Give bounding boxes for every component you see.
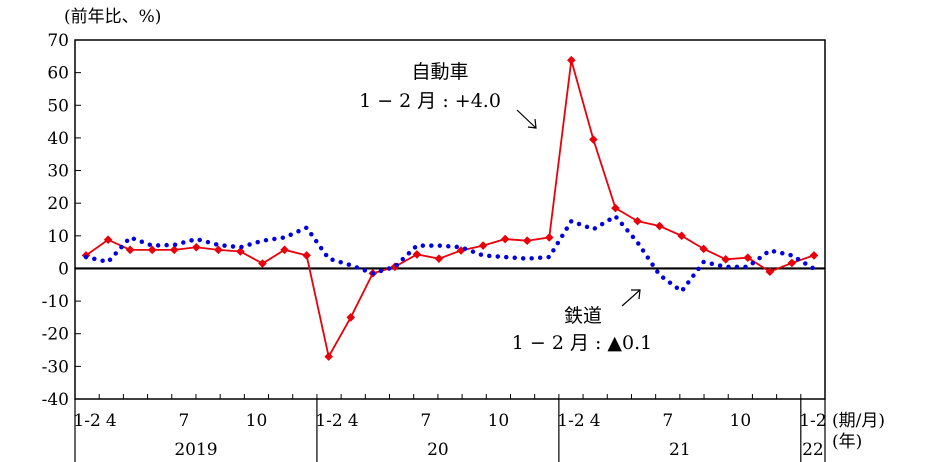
y-tick-label: -20 [42,325,69,345]
x-unit-label-month: (期/月) [832,411,885,431]
data-point-car [721,255,731,264]
data-point-car [522,236,532,246]
data-point-car [302,251,311,260]
annotation-car-arrow [516,109,537,129]
x-month-label: 10 [246,411,268,431]
x-year-label: 2019 [174,440,217,460]
x-month-label: 7 [420,411,431,431]
data-point-car [611,203,620,213]
x-month-label: 7 [178,411,189,431]
y-tick-label: 0 [58,259,69,279]
y-tick-label: 50 [47,96,69,116]
data-point-car [280,245,289,255]
y-tick-label: -40 [42,390,69,410]
x-year-label: 21 [669,440,691,460]
data-point-car [589,135,598,144]
x-month-label: 1-2 [799,411,826,431]
data-point-car [390,262,400,272]
data-point-car [258,259,267,268]
series-layer [81,55,819,361]
x-month-label: 4 [348,411,359,431]
y-tick-label: 10 [47,227,69,247]
data-point-car [103,235,113,245]
y-tick-label: 20 [47,194,69,214]
data-point-car [787,258,797,268]
data-point-car [765,267,775,277]
x-month-label: 10 [730,411,752,431]
data-point-car [743,253,753,262]
y-tick-label: -30 [42,357,69,377]
data-point-car [677,231,686,241]
data-point-car [809,251,819,260]
plot-frame [74,39,826,400]
x-axis-ticks: 1-2 4 7 10 1-2 4 7 10 1-2 4 7 10 1-2 2019 20 21 22 [73,394,827,462]
y-tick-label: 70 [47,31,69,51]
data-point-car [434,254,444,263]
y-tick-label: -10 [42,292,69,312]
data-point-car [147,245,157,255]
x-month-label: 4 [590,411,601,431]
annotation-car-title: 自動車 [411,61,468,83]
data-point-car [169,245,179,255]
y-axis-ticks: -40 -30 -20 -10 0 10 20 30 40 50 60 70 [42,31,81,410]
data-point-car [699,244,708,254]
x-month-label: 7 [662,411,673,431]
y-tick-label: 30 [47,162,69,182]
annotation-rail-value: 1 − 2 月 : ▲0.1 [512,332,653,354]
x-unit-label-year: (年) [832,432,862,452]
x-month-label: 1-2 [73,411,100,431]
series-line-rail [83,213,817,295]
y-tick-label: 60 [47,64,69,84]
data-point-car [236,247,245,256]
series-line-car [85,59,815,360]
data-point-car [125,245,135,255]
data-point-car [567,55,576,65]
annotation-car-value: 1 − 2 月 : +4.0 [359,90,501,112]
data-point-car [192,242,201,252]
data-point-car [346,313,356,322]
data-point-car [324,352,333,361]
x-year-label: 20 [427,440,449,460]
data-point-car [478,241,488,250]
data-point-car [633,216,642,226]
annotation-rail-title: 鉄道 [564,305,602,327]
data-point-car [655,221,664,231]
x-month-label: 4 [106,411,117,431]
x-year-label: 22 [802,440,824,460]
x-month-label: 1-2 [315,411,342,431]
y-tick-label: 40 [47,129,69,149]
data-point-car [544,233,554,242]
data-point-car [214,245,223,255]
annotation-rail-arrow [621,289,641,307]
data-point-car [412,250,422,259]
data-point-car [500,234,510,244]
x-month-label: 1-2 [557,411,584,431]
x-month-label: 10 [488,411,510,431]
y-unit-label: (前年比、%) [64,7,161,27]
